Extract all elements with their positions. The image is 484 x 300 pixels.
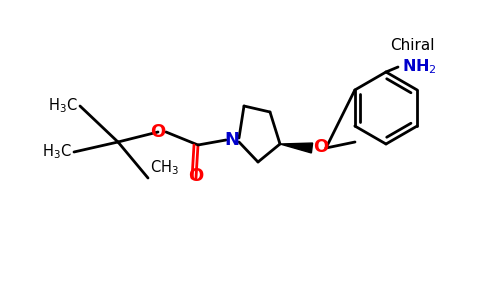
Text: O: O [151, 123, 166, 141]
Polygon shape [280, 143, 313, 153]
Text: H$_3$C: H$_3$C [43, 143, 72, 161]
Text: O: O [188, 167, 204, 185]
Text: O: O [313, 138, 328, 156]
Text: CH$_3$: CH$_3$ [150, 158, 179, 177]
Text: Chiral: Chiral [390, 38, 435, 52]
Text: H$_3$C: H$_3$C [48, 97, 78, 115]
Text: N: N [225, 131, 240, 149]
Text: NH$_2$: NH$_2$ [402, 58, 437, 76]
